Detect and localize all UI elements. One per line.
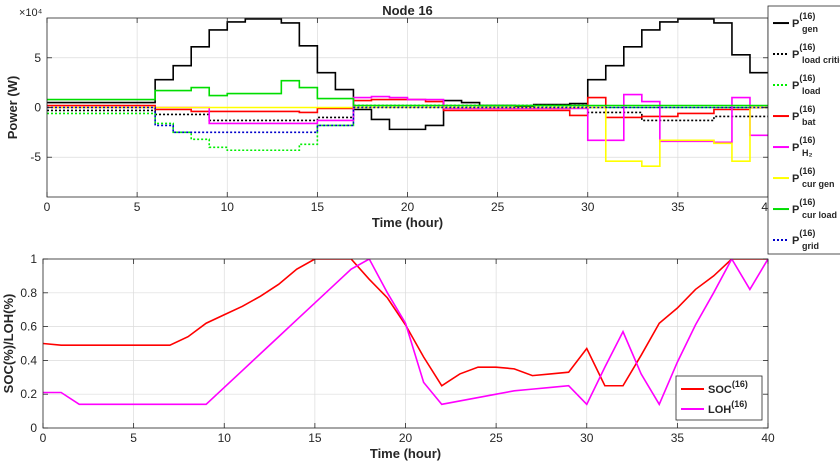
- y-tick-label: 0: [30, 421, 37, 435]
- series-group: [43, 259, 768, 407]
- y-tick-label: 1: [30, 252, 37, 266]
- legend-label-1: P(16) gen: [792, 11, 818, 34]
- x-tick-label: 30: [580, 431, 594, 445]
- legend-label-2: P(16)load critical: [792, 42, 840, 65]
- legend-label-7: P(16) cur load: [792, 197, 837, 220]
- x-tick-label: 5: [134, 200, 141, 214]
- x-tick-label: 35: [671, 200, 685, 214]
- x-tick-label: 15: [311, 200, 325, 214]
- y-axis-label: Power (W): [5, 76, 20, 140]
- legend-label-6: P(16) cur gen: [792, 166, 835, 189]
- legend-label-8: P(16) grid: [792, 228, 819, 251]
- y-tick-label: 0.8: [20, 286, 37, 300]
- y-tick-label: 5: [34, 51, 41, 65]
- y-tick-label: 0.4: [20, 353, 37, 367]
- series-group: [47, 18, 768, 167]
- x-tick-label: 10: [221, 200, 235, 214]
- legend-label-3: P(16) load: [792, 73, 821, 96]
- x-axis-label: Time (hour): [372, 215, 443, 230]
- x-tick-label: 25: [489, 431, 503, 445]
- legend-label-1: SOC(16): [708, 379, 748, 396]
- series-line-8: [47, 106, 768, 134]
- y-tick-label: 0.6: [20, 320, 37, 334]
- series-line-7: [47, 79, 768, 107]
- x-tick-label: 20: [399, 431, 413, 445]
- legend-label-4: P(16) bat: [792, 104, 816, 127]
- x-tick-label: 15: [308, 431, 322, 445]
- x-tick-label: 25: [491, 200, 505, 214]
- legend: SOC(16) LOH(16): [675, 375, 763, 421]
- legend: P(16)gen P(16)load critical P(16)load P(16)…: [767, 5, 840, 255]
- x-tick-label: 0: [40, 431, 47, 445]
- chart-title: Node 16: [382, 3, 433, 18]
- x-tick-label: 5: [130, 431, 137, 445]
- x-tick-label: 30: [581, 200, 595, 214]
- x-tick-label: 20: [401, 200, 415, 214]
- series-line-6: [47, 106, 768, 167]
- x-tick-label: 35: [671, 431, 685, 445]
- y-multiplier: ×10⁴: [19, 7, 43, 19]
- legend-box: [767, 5, 840, 255]
- series-line-5: [47, 93, 768, 144]
- x-axis-label: Time (hour): [370, 446, 441, 461]
- legend-label-2: LOH(16): [708, 399, 747, 416]
- chart-2: 0 5 10 15 20 25 30 35 40 0 0.2 0.4 0.6 0.8 1 Time (hour…: [1, 252, 775, 461]
- legend-box: [675, 375, 763, 421]
- x-tick-label: 40: [761, 431, 775, 445]
- x-tick-label: 0: [44, 200, 51, 214]
- legend-label-5: P(16) H₂: [792, 135, 815, 158]
- y-tick-label: 0: [34, 101, 41, 115]
- x-tick-label: 10: [218, 431, 232, 445]
- y-axis-label: SOC(%)/LOH(%): [1, 294, 16, 394]
- series-line-2: [43, 259, 768, 407]
- y-tick-label: 0.2: [20, 387, 37, 401]
- y-tick-label: -5: [30, 150, 41, 164]
